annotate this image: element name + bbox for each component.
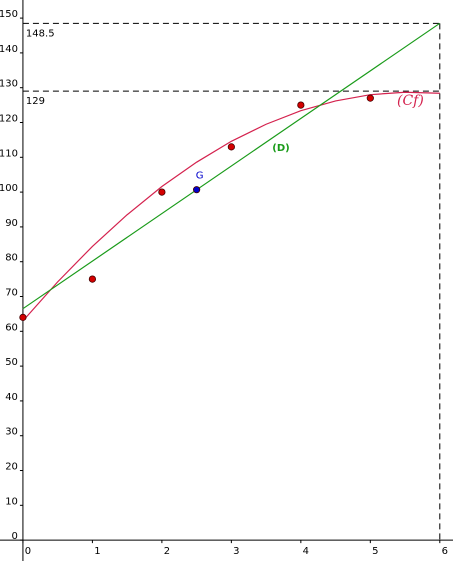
x-tick-label: 1 bbox=[94, 546, 100, 557]
curve-label: (Cf) bbox=[397, 93, 424, 109]
reference-label: 129 bbox=[26, 96, 45, 107]
y-tick-label: 40 bbox=[5, 392, 18, 403]
curve bbox=[22, 91, 440, 322]
y-tick-label: 130 bbox=[0, 79, 18, 90]
x-tick-label: 6 bbox=[442, 546, 448, 557]
data-point bbox=[88, 275, 97, 283]
x-tick-label: 4 bbox=[303, 546, 309, 557]
y-tick-label: 80 bbox=[5, 253, 18, 264]
y-tick-label: 90 bbox=[5, 218, 18, 229]
data-point bbox=[193, 186, 201, 194]
y-tick-label: 110 bbox=[0, 148, 18, 159]
point-label: G bbox=[196, 171, 204, 182]
y-tick-label: 120 bbox=[0, 114, 18, 125]
x-tick-label: 3 bbox=[233, 546, 239, 557]
x-tick-label: 0 bbox=[25, 546, 31, 557]
y-tick-label: 140 bbox=[0, 44, 18, 55]
data-point bbox=[366, 94, 374, 102]
data-point bbox=[158, 188, 166, 196]
y-tick-label: 50 bbox=[5, 357, 18, 368]
y-tick-label: 30 bbox=[5, 427, 18, 438]
y-tick-label: 10 bbox=[5, 496, 18, 507]
y-tick-label: 60 bbox=[5, 322, 18, 333]
regression-line bbox=[22, 22, 441, 310]
y-tick-label: 20 bbox=[5, 462, 18, 473]
data-point bbox=[297, 101, 305, 109]
y-tick-label: 150 bbox=[0, 9, 18, 20]
data-point bbox=[227, 143, 235, 151]
data-point bbox=[19, 313, 27, 321]
x-tick-label: 5 bbox=[372, 546, 378, 557]
y-tick-label: 0 bbox=[12, 531, 18, 542]
reference-label: 148.5 bbox=[26, 28, 55, 39]
x-tick-label: 2 bbox=[164, 546, 170, 557]
y-tick-label: 70 bbox=[5, 288, 18, 299]
line-label: (D) bbox=[272, 143, 289, 154]
y-tick-label: 100 bbox=[0, 183, 18, 194]
